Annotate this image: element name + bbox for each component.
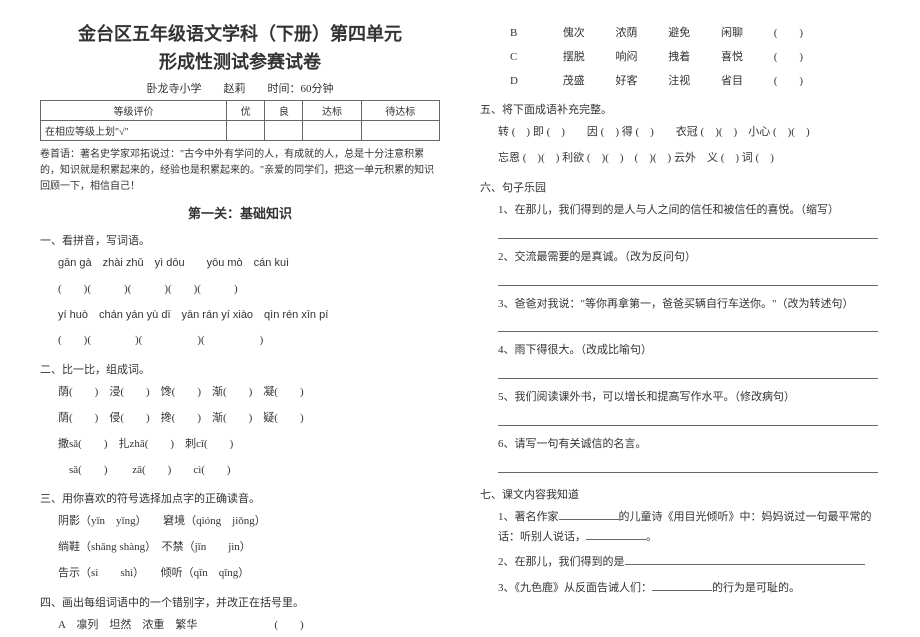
grade-table: 等级评价 优 良 达标 待达标 在相应等级上划"√" [40,100,440,141]
opt-D-label: D [510,72,560,92]
opt-B-w4: 闲聊 [721,24,771,44]
opt-B: B 傀次 浓荫 避免 闲聊 ( ) [510,24,880,44]
q4-title: 四、画出每组词语中的一个错别字，并改正在括号里。 [40,594,440,610]
q1-title: 一、看拼音，写词语。 [40,232,440,248]
q1-line1: gān gà zhài zhǔ yì dōu yōu mò cán kuì [58,254,440,274]
opt-B-label: B [510,24,560,44]
meta-line: 卧龙寺小学 赵莉 时间：60分钟 [40,80,440,96]
q6-blank3 [498,320,880,335]
cell-1 [227,121,265,141]
q7-item1: 1、著名作家的儿童诗《用目光倾听》中：妈妈说过一句最平常的话：听别人说话，。 [498,508,880,548]
q4-lineA: A 凛列 坦然 浓重 繁华 ( ) [58,616,440,636]
q3-line1: 阴影（yīn yīng） 窘境（qióng jiǒng） [58,512,440,532]
q6-title: 六、句子乐园 [480,179,880,195]
th-3: 达标 [303,101,361,121]
th-2: 良 [265,101,303,121]
title-line2: 形成性测试参赛试卷 [40,48,440,74]
th-4: 待达标 [361,101,439,121]
q3-line3: 告示（sì shì） 倾听（qīn qīng） [58,564,440,584]
q7-3-blank [652,579,712,591]
opt-C-w1: 摆脱 [563,48,613,68]
th-0: 等级评价 [41,101,227,121]
q7-2-blank [625,553,865,565]
opt-D: D 茂盛 好客 注视 省目 ( ) [510,72,880,92]
q7-2a: 2、在那儿，我们得到的是 [498,556,625,568]
q7-1a: 1、著名作家 [498,511,559,523]
cell-3 [303,121,361,141]
q6-blank5 [498,414,880,429]
opt-D-w4: 省目 [721,72,771,92]
q6-item3: 3、爸爸对我说："等你再拿第一，爸爸买辆自行车送你。"（改为转述句） [498,295,880,315]
q6-item1: 1、在那儿，我们得到的是人与人之间的信任和被信任的喜悦。（缩写） [498,201,880,221]
q5-line2: 忘恩 ( )( ) 利欲 ( )( ) ( )( ) 云外 义 ( ) 词 ( … [498,149,880,169]
q6-item6: 6、请写一句有关诚信的名言。 [498,435,880,455]
q5-title: 五、将下面成语补充完整。 [480,101,880,117]
row-label: 在相应等级上划"√" [41,121,227,141]
opt-C-paren: ( ) [774,51,803,63]
q7-1c: 。 [646,531,657,543]
q3-line2: 绱鞋（shāng shàng） 不禁（jīn jìn） [58,538,440,558]
q5-line1: 转 ( ) 即 ( ) 因 ( ) 得 ( ) 衣冠 ( )( ) 小心 ( )… [498,123,880,143]
opt-B-paren: ( ) [774,27,803,39]
q6-item5: 5、我们阅读课外书，可以增长和提高写作水平。（修改病句） [498,388,880,408]
cell-2 [265,121,303,141]
q6-blank6 [498,461,880,476]
q7-1-blank2 [586,528,646,540]
opt-C-w3: 拽着 [668,48,718,68]
q1-paren2: ( )( )( )( ) [58,331,440,351]
q6-blank4 [498,367,880,382]
opt-D-w3: 注视 [668,72,718,92]
q6-blank1 [498,227,880,242]
q1-line2: yí huò chán yán yù dī yān rán yí xiào qì… [58,306,440,326]
opt-C: C 摆脱 响闷 拽着 喜悦 ( ) [510,48,880,68]
q6-item4: 4、雨下得很大。（改成比喻句） [498,341,880,361]
q6-item2: 2、交流最需要的是真诚。（改为反问句） [498,248,880,268]
q2-title: 二、比一比，组成词。 [40,361,440,377]
q7-item3: 3、《九色鹿》从反面告诫人们： 的行为是可耻的。 [498,579,880,599]
q7-3b: 的行为是可耻的。 [712,582,800,594]
q1-paren1: ( )( )( )( )( ) [58,280,440,300]
opt-B-w3: 避免 [668,24,718,44]
q2-line2: 荫( ) 侵( ) 搀( ) 渐( ) 疑( ) [58,409,440,429]
q6-blank2 [498,274,880,289]
opt-D-paren: ( ) [774,75,803,87]
opt-D-w2: 好客 [616,72,666,92]
q3-title: 三、用你喜欢的符号选择加点字的正确读音。 [40,490,440,506]
th-1: 优 [227,101,265,121]
opt-B-w2: 浓荫 [616,24,666,44]
q7-3a: 3、《九色鹿》从反面告诫人们： [498,582,652,594]
opt-D-w1: 茂盛 [563,72,613,92]
section1-title: 第一关：基础知识 [40,203,440,222]
q2-line4: sǎ( ) zā( ) cì( ) [58,461,440,481]
intro-text: 卷首语：著名史学家邓拓说过："古今中外有学问的人，有成就的人，总是十分注意积累的… [40,147,440,195]
opt-C-label: C [510,48,560,68]
q7-1-blank [559,508,619,520]
q7-item2: 2、在那儿，我们得到的是 [498,553,880,573]
q2-line1: 荫( ) 浸( ) 馋( ) 渐( ) 凝( ) [58,383,440,403]
q7-title: 七、课文内容我知道 [480,486,880,502]
opt-B-w1: 傀次 [563,24,613,44]
q2-line3: 撒sǎ( ) 扎zhā( ) 刺cī( ) [58,435,440,455]
title-line1: 金台区五年级语文学科（下册）第四单元 [40,20,440,46]
opt-C-w2: 响闷 [616,48,666,68]
opt-C-w4: 喜悦 [721,48,771,68]
cell-4 [361,121,439,141]
